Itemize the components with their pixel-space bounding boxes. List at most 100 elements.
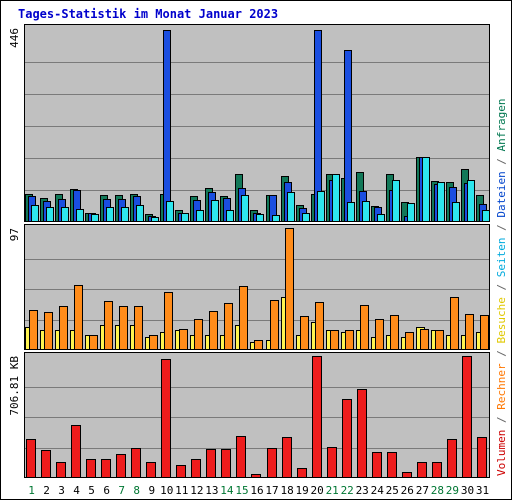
panel-volume: 706.81 KB — [8, 352, 490, 478]
bar-seiten-day-7 — [121, 207, 129, 222]
day-label-5: 5 — [88, 484, 95, 497]
bar-seiten-day-23 — [362, 201, 370, 222]
bar-seiten-day-25 — [392, 180, 400, 222]
max-label-visits: 97 — [8, 228, 21, 241]
bar-rechner-day-4 — [74, 285, 83, 350]
bar-volumen-day-5 — [86, 459, 96, 478]
max-label-volume: 706.81 KB — [8, 356, 21, 416]
bar-rechner-day-29 — [450, 297, 459, 350]
bar-volumen-day-29 — [447, 439, 457, 478]
panel-visits: 97 — [8, 224, 490, 350]
day-label-1: 1 — [28, 484, 35, 497]
legend-separator: / — [495, 410, 508, 430]
bar-seiten-day-15 — [241, 195, 249, 222]
day-label-2: 2 — [43, 484, 50, 497]
bar-seiten-day-17 — [272, 215, 280, 222]
bar-seiten-day-13 — [211, 200, 219, 222]
bar-seiten-day-1 — [31, 205, 39, 222]
bar-rechner-day-21 — [330, 330, 339, 350]
bar-rechner-day-30 — [465, 314, 474, 350]
day-label-14: 14 — [220, 484, 234, 497]
day-label-19: 19 — [295, 484, 308, 497]
day-label-18: 18 — [280, 484, 293, 497]
bar-rechner-day-7 — [119, 306, 128, 350]
bar-volumen-day-13 — [206, 449, 216, 478]
day-label-30: 30 — [461, 484, 474, 497]
bar-volumen-day-14 — [221, 449, 231, 478]
bar-volumen-day-4 — [71, 425, 81, 478]
bar-volumen-day-1 — [26, 439, 36, 478]
day-label-31: 31 — [476, 484, 489, 497]
bar-rechner-day-28 — [435, 330, 444, 350]
bar-volumen-day-23 — [357, 389, 367, 478]
legend-separator: / — [495, 344, 508, 364]
bar-rechner-day-26 — [405, 332, 414, 350]
bar-volumen-day-26 — [402, 472, 412, 478]
bar-volumen-day-2 — [41, 450, 51, 478]
bar-seiten-day-20 — [317, 191, 325, 222]
chart-title: Tages-Statistik im Monat Januar 2023 — [18, 7, 278, 21]
bar-seiten-day-21 — [332, 174, 340, 222]
bar-volumen-day-7 — [116, 454, 126, 478]
bar-seiten-day-27 — [422, 157, 430, 222]
bar-dateien-day-22 — [344, 50, 352, 222]
bar-volumen-day-15 — [236, 436, 246, 478]
legend-right: Volumen / Rechner / Besuche / Seiten / D… — [495, 98, 508, 476]
bar-volumen-day-11 — [176, 465, 186, 478]
bar-volumen-day-6 — [101, 459, 111, 478]
day-label-24: 24 — [371, 484, 385, 497]
bar-volumen-day-12 — [191, 459, 201, 478]
day-label-27: 27 — [416, 484, 429, 497]
bar-dateien-day-10 — [163, 30, 171, 222]
bar-rechner-day-5 — [89, 335, 98, 350]
bar-rechner-day-31 — [480, 315, 489, 350]
bar-volumen-day-22 — [342, 399, 352, 478]
bar-volumen-day-18 — [282, 437, 292, 478]
day-label-3: 3 — [58, 484, 65, 497]
day-label-28: 28 — [431, 484, 444, 497]
bar-seiten-day-29 — [452, 202, 460, 222]
bar-rechner-day-20 — [315, 302, 324, 350]
bar-volumen-day-28 — [432, 462, 442, 478]
bar-seiten-day-26 — [407, 203, 415, 222]
bar-volumen-day-24 — [372, 452, 382, 478]
day-label-21: 21 — [326, 484, 339, 497]
bar-seiten-day-10 — [166, 201, 174, 222]
day-label-6: 6 — [103, 484, 110, 497]
series-rechner — [29, 228, 489, 350]
bar-rechner-day-15 — [239, 286, 248, 350]
bar-rechner-day-3 — [59, 306, 68, 350]
day-label-16: 16 — [250, 484, 263, 497]
bar-seiten-day-18 — [287, 192, 295, 222]
bar-volumen-day-30 — [462, 356, 472, 478]
bar-rechner-day-1 — [29, 310, 38, 350]
bar-rechner-day-25 — [390, 315, 399, 350]
bar-seiten-day-6 — [106, 207, 114, 222]
day-label-12: 12 — [190, 484, 203, 497]
bar-seiten-day-2 — [46, 207, 54, 222]
series-seiten — [31, 157, 490, 222]
day-label-17: 17 — [265, 484, 278, 497]
bar-seiten-day-8 — [136, 205, 144, 222]
bar-seiten-day-4 — [76, 209, 84, 222]
bar-volumen-day-20 — [312, 356, 322, 478]
bar-rechner-day-12 — [194, 319, 203, 350]
bar-rechner-day-6 — [104, 301, 113, 350]
bar-volumen-day-8 — [131, 448, 141, 478]
day-label-15: 15 — [235, 484, 248, 497]
bar-seiten-day-28 — [437, 182, 445, 222]
bar-rechner-day-18 — [285, 228, 294, 350]
bar-seiten-day-22 — [347, 202, 355, 222]
day-label-9: 9 — [148, 484, 155, 497]
series-volumen — [26, 356, 487, 478]
day-label-8: 8 — [133, 484, 140, 497]
legend-item-volumen: Volumen — [495, 430, 508, 476]
bar-rechner-day-13 — [209, 311, 218, 350]
plot-area-requests — [24, 24, 490, 222]
legend-separator: / — [495, 277, 508, 297]
day-label-22: 22 — [341, 484, 354, 497]
legend-item-seiten: Seiten — [495, 238, 508, 278]
bar-rechner-day-10 — [164, 292, 173, 350]
bar-volumen-day-17 — [267, 448, 277, 478]
